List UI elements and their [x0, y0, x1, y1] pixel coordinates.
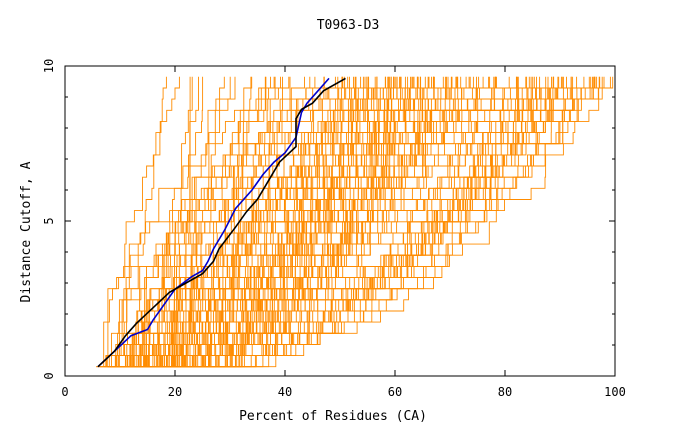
model-curve — [157, 76, 266, 368]
model-curve — [129, 76, 271, 368]
model-curve — [106, 76, 167, 367]
model-curve — [168, 76, 390, 368]
x-tick-label: 0 — [61, 385, 68, 399]
x-tick-label: 60 — [388, 385, 402, 399]
model-curve — [115, 76, 290, 367]
y-tick-label: 5 — [42, 217, 56, 224]
model-curve — [162, 76, 578, 368]
x-axis-label: Percent of Residues (CA) — [239, 409, 427, 424]
model-curve — [148, 76, 281, 368]
model-curve — [138, 76, 378, 368]
x-axis: 0 20 40 60 80 100 — [61, 66, 626, 399]
model-curve — [159, 76, 378, 368]
model-curve — [159, 76, 231, 367]
model-curve — [188, 76, 418, 368]
highlight-curve — [97, 77, 346, 368]
model-curve — [100, 76, 446, 368]
model-curve — [106, 76, 180, 367]
highlight-curves — [97, 77, 346, 368]
y-axis-label: Distance Cutoff, A — [19, 161, 34, 302]
x-tick-label: 100 — [604, 385, 626, 399]
model-curve — [147, 76, 362, 368]
y-axis: 0 5 10 — [42, 59, 615, 380]
model-curve — [172, 76, 199, 367]
model-curve — [121, 76, 600, 368]
highlight-curve — [97, 77, 330, 368]
model-curve — [132, 76, 395, 368]
x-tick-label: 40 — [278, 385, 292, 399]
model-curve — [148, 76, 518, 368]
y-tick-label: 10 — [42, 59, 56, 73]
model-curve — [134, 76, 593, 368]
y-tick-label: 0 — [42, 372, 56, 379]
model-curve — [107, 76, 343, 368]
background-curves — [96, 76, 614, 368]
model-curve — [146, 76, 378, 368]
x-tick-label: 20 — [168, 385, 182, 399]
x-tick-label: 80 — [498, 385, 512, 399]
model-curve — [166, 76, 547, 368]
chart-title: T0963-D3 — [317, 18, 380, 33]
